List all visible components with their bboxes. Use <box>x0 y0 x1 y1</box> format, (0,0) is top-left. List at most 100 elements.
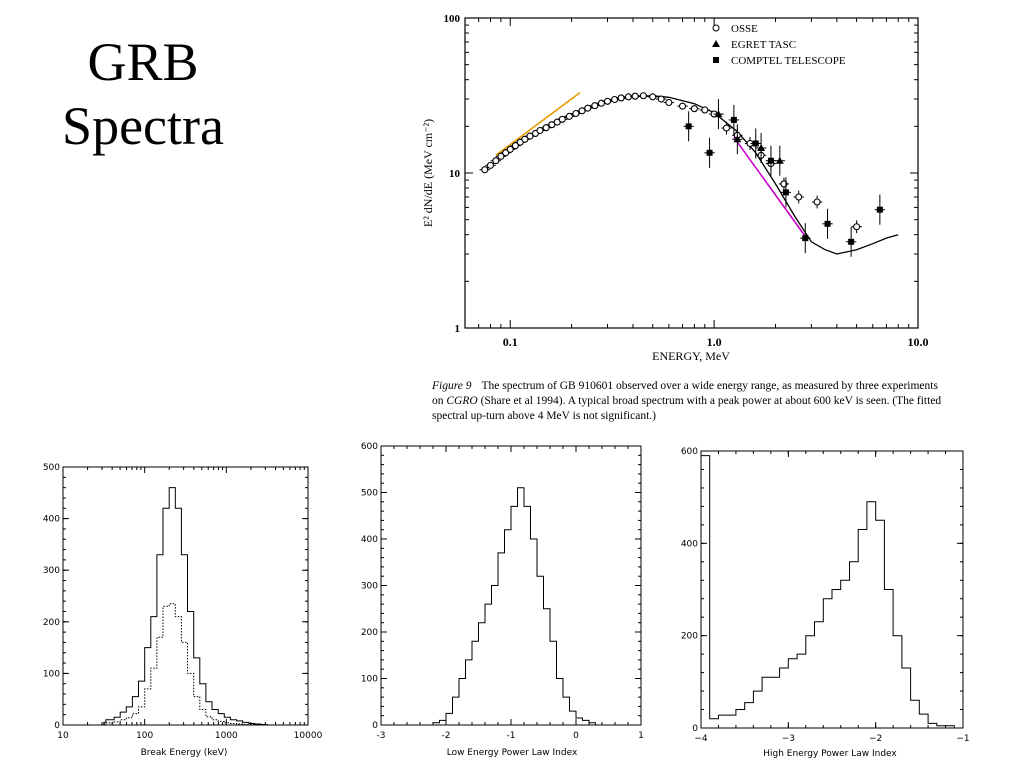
comptel-point <box>752 140 759 147</box>
x-tick-label: −3 <box>782 734 795 744</box>
x-tick-label: 10000 <box>294 731 323 741</box>
osse-point <box>497 152 505 160</box>
x-tick-label: −4 <box>694 734 708 744</box>
legend-circle-icon <box>712 24 720 32</box>
histogram-outline <box>63 487 308 726</box>
spectrum-curve <box>495 91 581 156</box>
egret-point <box>733 135 742 143</box>
comptel-point <box>802 235 809 242</box>
osse-point <box>565 112 573 120</box>
comptel-point <box>824 220 831 227</box>
comptel-point <box>876 206 883 213</box>
break-energy-x-axis-label: Break Energy (keV) <box>141 748 228 758</box>
x-tick-label: −1 <box>956 734 969 744</box>
osse-point <box>701 106 709 114</box>
y-tick-label: 600 <box>681 447 698 457</box>
x-tick-label: -1 <box>507 731 516 741</box>
histogram-outline <box>381 487 641 726</box>
osse-point <box>665 98 673 107</box>
x-tick-label: 100 <box>136 731 153 741</box>
egret-point <box>757 143 766 151</box>
slide-title: GRB Spectra <box>28 30 258 158</box>
y-tick-label: 400 <box>43 515 60 525</box>
slide-title-line1: GRB <box>87 32 199 92</box>
y-tick-label: 0 <box>372 721 378 731</box>
y-tick-label: 300 <box>43 566 60 576</box>
osse-point <box>690 105 698 113</box>
osse-point <box>639 92 647 100</box>
caption-text-b: (Share et al 1994). A typical broad spec… <box>432 395 942 422</box>
legend-label: COMPTEL TELESCOPE <box>731 55 846 67</box>
egret-point <box>775 156 784 164</box>
spectrum-y-tick-label: 1 <box>455 323 461 335</box>
comptel-point <box>685 123 692 130</box>
comptel-point <box>848 238 855 245</box>
caption-text-a: The spectrum of GB 910601 observed over … <box>432 380 938 407</box>
osse-point <box>649 93 657 101</box>
caption-cgro: CGRO <box>446 395 478 407</box>
y-tick-label: 500 <box>43 463 60 473</box>
y-tick-label: 100 <box>361 675 378 685</box>
comptel-point <box>730 116 737 123</box>
spectrum-y-axis-label: E² dN/dE (MeV cm⁻²) <box>421 119 435 227</box>
osse-point <box>603 97 612 105</box>
osse-point <box>853 223 861 231</box>
x-tick-label: -2 <box>442 731 451 741</box>
histogram-frame <box>380 445 642 726</box>
legend-triangle-icon <box>712 40 720 47</box>
spectrum-x-tick-label: 1.0 <box>707 335 722 349</box>
osse-point <box>631 92 639 100</box>
osse-point <box>481 166 489 174</box>
low-energy-index-histogram: Low Energy Power Law Index 0 100 200 300 400… <box>361 442 644 758</box>
legend-label: EGRET TASC <box>731 39 796 51</box>
spectrum-points <box>479 92 886 257</box>
spectrum-x-axis-label: ENERGY, MeV <box>652 349 730 363</box>
osse-point <box>526 132 534 140</box>
histogram-frame <box>62 466 309 726</box>
x-tick-label: −2 <box>869 734 882 744</box>
comptel-point <box>767 157 774 164</box>
osse-point <box>506 145 514 153</box>
grb-spectrum-chart: 0.1 1.0 10.0 1 10 100 OSSE EGRET TASC COMPTEL T… <box>421 13 929 363</box>
spectrum-plot-frame <box>464 17 919 329</box>
break-energy-histogram: Break Energy (keV) 0 100 200 300 400 500 10 100… <box>43 463 323 758</box>
osse-point <box>572 109 580 118</box>
osse-point <box>536 126 544 135</box>
osse-point <box>813 198 821 206</box>
spectrum-legend: OSSE EGRET TASC COMPTEL TELESCOPE <box>712 23 846 67</box>
y-tick-label: 300 <box>361 582 378 592</box>
legend-square-icon <box>713 57 719 63</box>
osse-point <box>542 124 550 132</box>
comptel-point <box>706 149 713 156</box>
spectrum-y-tick-label: 10 <box>449 168 461 180</box>
slide-title-line2: Spectra <box>62 96 224 156</box>
osse-point <box>611 95 619 104</box>
spectrum-ticks: 0.1 1.0 10.0 1 10 100 <box>444 13 929 349</box>
osse-point <box>678 102 687 110</box>
low-energy-x-axis-label: Low Energy Power Law Index <box>447 748 578 758</box>
y-tick-label: 0 <box>54 721 60 731</box>
osse-point <box>722 124 731 132</box>
spectrum-y-tick-label: 100 <box>444 13 461 25</box>
high-energy-x-axis-label: High Energy Power Law Index <box>763 749 897 759</box>
spectrum-x-tick-label: 0.1 <box>503 335 518 349</box>
y-tick-label: 400 <box>681 539 698 549</box>
spectrum-lines <box>484 91 899 255</box>
x-tick-label: 0 <box>573 731 579 741</box>
y-tick-label: 400 <box>361 535 378 545</box>
x-tick-label: 1000 <box>215 731 238 741</box>
y-tick-label: 200 <box>361 628 378 638</box>
y-tick-label: 200 <box>681 632 698 642</box>
osse-point <box>486 161 495 169</box>
osse-point <box>584 104 592 112</box>
figure-caption: Figure 9 The spectrum of GB 910601 observ… <box>432 379 952 424</box>
osse-point <box>795 193 803 201</box>
high-energy-index-histogram: High Energy Power Law Index 0 200 400 600 −4… <box>681 447 970 759</box>
osse-point <box>657 95 665 103</box>
osse-point <box>591 102 599 110</box>
egret-point <box>714 110 723 118</box>
x-tick-label: 10 <box>57 731 69 741</box>
osse-point <box>578 107 586 115</box>
y-tick-label: 600 <box>361 442 378 452</box>
histogram-dotted-outline <box>63 603 308 726</box>
